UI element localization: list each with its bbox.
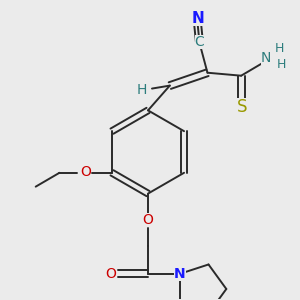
Text: N: N <box>261 51 271 65</box>
Text: N: N <box>191 11 204 26</box>
Text: O: O <box>105 267 116 281</box>
Text: H: H <box>137 82 147 97</box>
Text: C: C <box>195 35 204 49</box>
Text: H: H <box>277 58 286 71</box>
Text: O: O <box>80 165 91 179</box>
Text: H: H <box>275 42 284 56</box>
Text: S: S <box>237 98 247 116</box>
Text: N: N <box>174 267 185 281</box>
Text: O: O <box>142 213 154 227</box>
